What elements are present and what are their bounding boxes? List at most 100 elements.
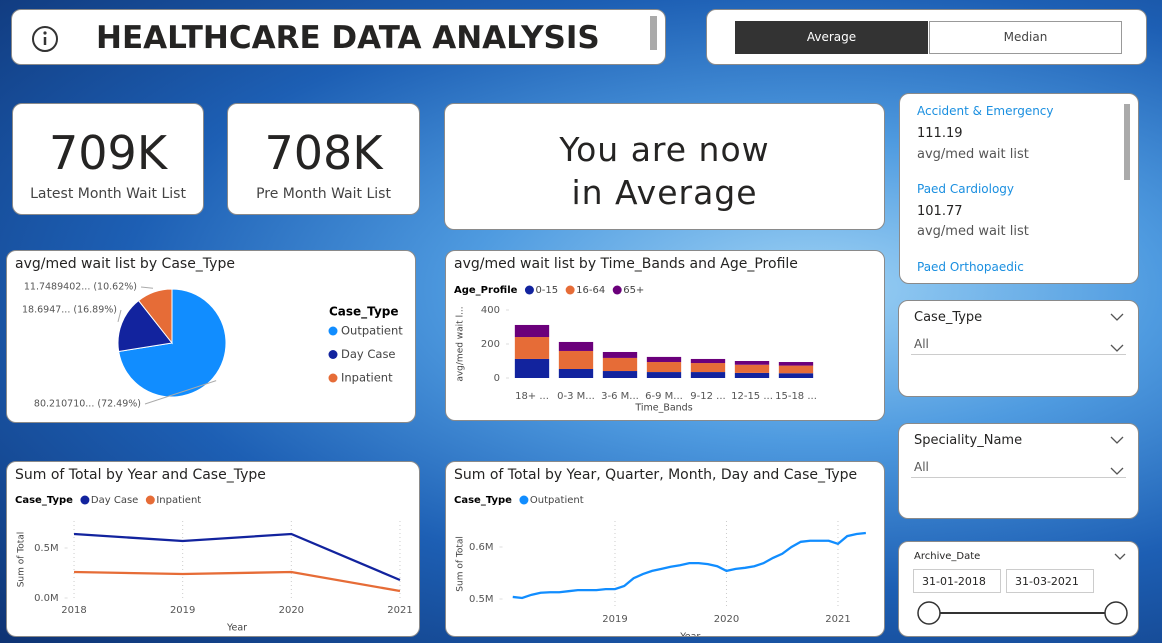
bar-segment [514,324,550,338]
leader-line [140,286,154,289]
pie-slice [137,288,173,345]
chart-panel: Sum of Total by Year, Quarter, Month, Da… [445,461,885,637]
kpi-value: 708K [264,126,383,180]
bar-segment [734,372,770,378]
kpi-label: Latest Month Wait List [30,186,186,202]
legend-marker [145,495,155,505]
slicer-dropdown[interactable]: All [911,456,1126,478]
chevrons [1110,313,1124,352]
bar-segment [690,372,726,378]
kpi-value: 709K [49,126,167,180]
bar-segment [734,361,770,365]
scrollbar [650,16,657,50]
x-tick-label: 12-15 ... [731,391,773,402]
bar-segment [602,371,638,378]
chart: 0.5M 0.6M Year Sum of Total 2019 2020 2021 Case… [454,495,866,637]
bar-segment [602,351,638,358]
data-label: 80.210710... (72.49%) [34,399,141,410]
y-tick-label: 0.0M [34,593,59,604]
date-from[interactable]: 31-01-2018 [913,569,1001,593]
bar-segment [690,358,726,364]
x-tick-label: 2019 [602,614,627,625]
chart-panel: Sum of Total by Year and Case_Type 0.0M 0… [6,461,420,637]
toggle-panel: Average Median [706,9,1147,65]
slicer-title: Archive_Date [914,551,981,562]
banner-text: You are now in Average [559,130,770,212]
y-axis-title: Sum of Total [17,532,27,588]
slicer-title: Case_Type [914,310,983,325]
x-tick-label: 6-9 M... [645,391,683,402]
toggle-button[interactable]: Average [735,21,928,54]
line [74,570,401,593]
date-to[interactable]: 31-03-2021 [1006,569,1094,593]
kpi-card: 708K Pre Month Wait List [227,103,420,215]
legend-marker [328,326,338,336]
x-tick-label: 2020 [279,605,304,616]
list-item-name[interactable]: Paed Orthopaedic [917,260,1024,274]
list-item-name[interactable]: Accident & Emergency [917,104,1054,118]
x-tick-label: 2021 [825,614,850,625]
legend-marker [328,373,338,383]
list-item-label: avg/med wait list [917,147,1029,162]
bar-segment [778,365,814,374]
chart-title: avg/med wait list by Time_Bands and Age_… [454,256,798,272]
scrollbar [1124,104,1130,180]
bar-segment [734,364,770,373]
bar-segment [558,341,594,351]
info-icon[interactable] [30,24,60,54]
slicer-dropdown[interactable]: All [911,333,1126,355]
line [512,531,866,600]
slicer: Archive_Date 31-01-2018 31-03-2021 [898,541,1139,637]
kpi-label: Pre Month Wait List [256,186,391,202]
kpi-card: 709K Latest Month Wait List [12,103,204,215]
y-tick-label: 0.5M [34,543,59,554]
legend-title: Age_Profile [454,285,518,296]
x-axis-title: Time_Bands [634,403,692,414]
legend-title: Case_Type [15,495,73,506]
y-tick-label: 0 [494,373,500,384]
y-tick-label: 200 [481,339,500,350]
legend-label: Outpatient [341,324,403,338]
legend-label: Inpatient [156,495,201,506]
bar-segment [646,356,682,363]
x-tick-label: 3-6 M... [601,391,639,402]
slicer: Case_Type All [898,300,1139,397]
chart-title: avg/med wait list by Case_Type [15,256,235,272]
page-title: HEALTHCARE DATA ANALYSIS [96,20,600,56]
list-item-name[interactable]: Paed Cardiology [917,182,1015,196]
x-tick-label: 2020 [714,614,739,625]
chart-panel: avg/med wait list by Case_Type 80.210710… [6,250,416,423]
banner: You are now in Average [444,103,885,230]
x-axis-title: Year [679,631,700,637]
legend-marker [524,285,534,295]
legend-marker [80,495,90,505]
legend-label: 0-15 [535,285,558,296]
bar-segment [514,358,550,378]
chart-panel: avg/med wait list by Time_Bands and Age_… [445,250,885,421]
leader-line [117,309,122,322]
x-tick-label: 15-18 ... [775,391,817,402]
chevrons [1110,436,1124,475]
bar-segment [646,372,682,378]
bar-segment [646,362,682,373]
bar-segment [602,357,638,372]
y-tick-label: 0.5M [469,594,494,605]
legend-label: 16-64 [576,285,605,296]
legend-title: Case_Type [329,305,399,320]
bar-segment [778,362,814,366]
pie-slice [117,299,173,353]
legend-marker [519,495,529,505]
x-tick-label: 2021 [387,605,412,616]
chart: 0 200 400 Time_Bands avg/med wait l... 18+ ..… [454,285,817,414]
x-tick-label: 18+ ... [515,391,549,402]
x-tick-label: 9-12 ... [690,391,725,402]
y-tick-label: 400 [481,305,500,316]
chart: 0.0M 0.5M Year Sum of Total 2018 2019 2020 2021… [15,495,413,634]
date-slider[interactable] [899,542,1139,637]
slicer-title: Speciality_Name [914,433,1023,448]
slicer: Speciality_Name All [898,423,1139,519]
y-tick-label: 0.6M [469,542,494,553]
x-tick-label: 2018 [61,605,86,616]
toggle-button[interactable]: Median [929,21,1122,54]
